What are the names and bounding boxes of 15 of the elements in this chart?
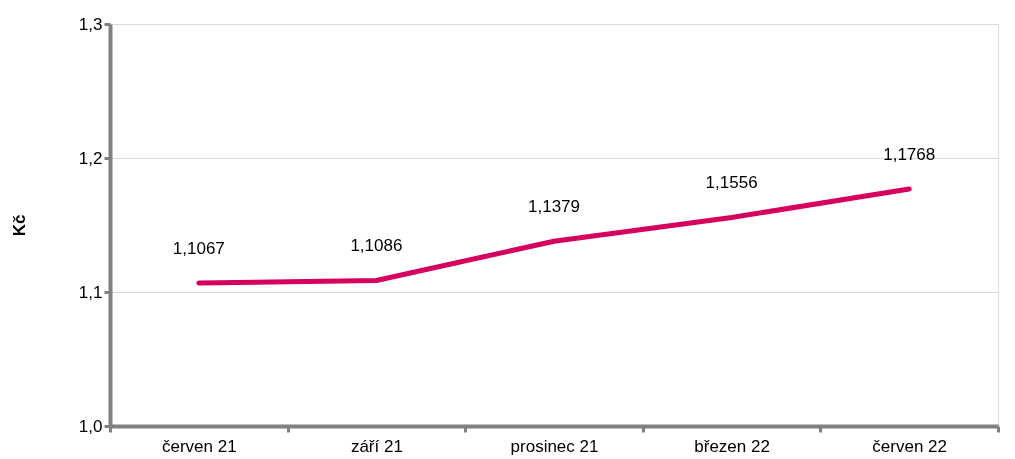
data-label: 1,1067: [172, 239, 225, 259]
data-label: 1,1556: [705, 173, 758, 193]
x-tick-label: září 21: [350, 436, 403, 456]
x-tick-label: březen 22: [694, 436, 770, 456]
y-tick-label: 1,3: [78, 14, 103, 34]
x-tick-label: červen 21: [161, 436, 237, 456]
x-tick-label: prosinec 21: [510, 436, 599, 456]
y-axis-title: Kč: [9, 214, 29, 237]
y-tick-label: 1,2: [78, 148, 103, 168]
y-tick-label: 1,0: [78, 416, 103, 436]
data-label: 1,1379: [528, 197, 580, 217]
data-label: 1,1768: [883, 145, 936, 165]
data-label: 1,1086: [350, 236, 403, 256]
x-tick-label: červen 22: [872, 436, 948, 456]
y-tick-label: 1,1: [78, 282, 103, 302]
